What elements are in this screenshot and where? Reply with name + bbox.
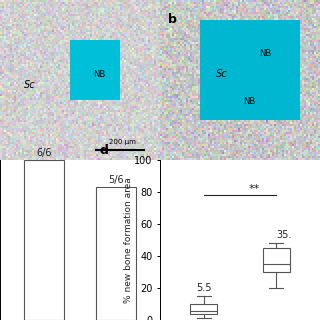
Text: 5/6: 5/6	[108, 174, 124, 185]
Text: NB: NB	[259, 49, 271, 58]
Text: NB: NB	[243, 97, 255, 106]
Text: 35.: 35.	[276, 230, 292, 240]
Y-axis label: % new bone formation area: % new bone formation area	[124, 177, 132, 303]
Text: b: b	[168, 13, 177, 26]
Text: d: d	[99, 144, 108, 157]
Text: Sc: Sc	[216, 69, 228, 79]
PathPatch shape	[262, 248, 290, 272]
Bar	[96, 187, 136, 320]
Bar	[24, 160, 64, 320]
Text: Sc: Sc	[24, 80, 36, 90]
PathPatch shape	[190, 304, 218, 314]
Text: NB: NB	[93, 70, 105, 79]
Text: 6/6: 6/6	[36, 148, 52, 158]
Text: **: **	[249, 184, 260, 194]
Text: 200 μm: 200 μm	[109, 139, 136, 145]
Text: 5.5: 5.5	[196, 283, 212, 293]
